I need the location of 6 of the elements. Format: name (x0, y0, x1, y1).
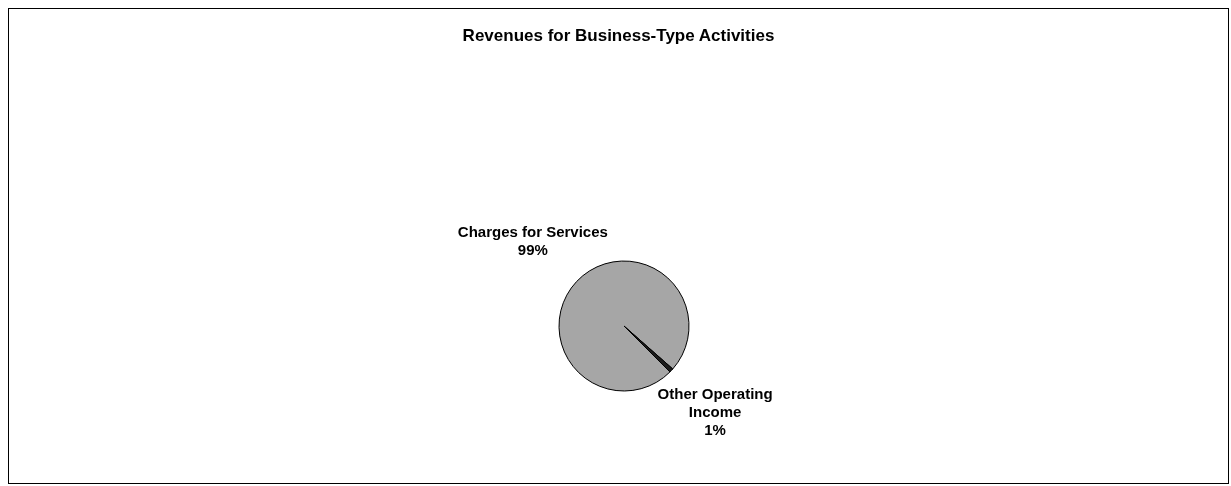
slice-label: Other Operating Income (657, 385, 773, 421)
slice-label: Charges for Services (457, 222, 608, 240)
data-label: 1% (704, 421, 726, 439)
data-label: 99% (517, 240, 548, 258)
chart-title: Revenues for Business-Type Activities (461, 26, 776, 46)
pie-slice (623, 325, 674, 373)
